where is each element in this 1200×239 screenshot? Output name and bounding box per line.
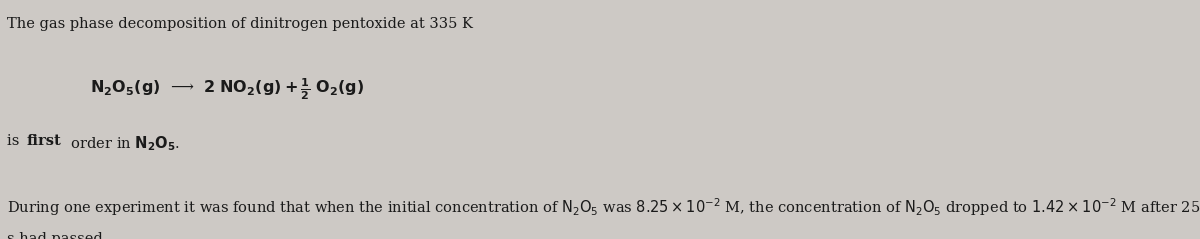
Text: The gas phase decomposition of dinitrogen pentoxide at 335 K: The gas phase decomposition of dinitroge… — [7, 17, 473, 31]
Text: first: first — [26, 134, 61, 148]
Text: $\mathbf{N_2O_5(g)}$  ⟶  $\mathbf{2\ NO_2(g) + \frac{1}{2}\ O_2(g)}$: $\mathbf{N_2O_5(g)}$ ⟶ $\mathbf{2\ NO_2(… — [90, 76, 365, 102]
Text: During one experiment it was found that when the initial concentration of $\math: During one experiment it was found that … — [7, 196, 1200, 218]
Text: is: is — [7, 134, 24, 148]
Text: order in $\mathbf{N_2O_5}$.: order in $\mathbf{N_2O_5}$. — [66, 134, 180, 152]
Text: s had passed.: s had passed. — [7, 232, 108, 239]
